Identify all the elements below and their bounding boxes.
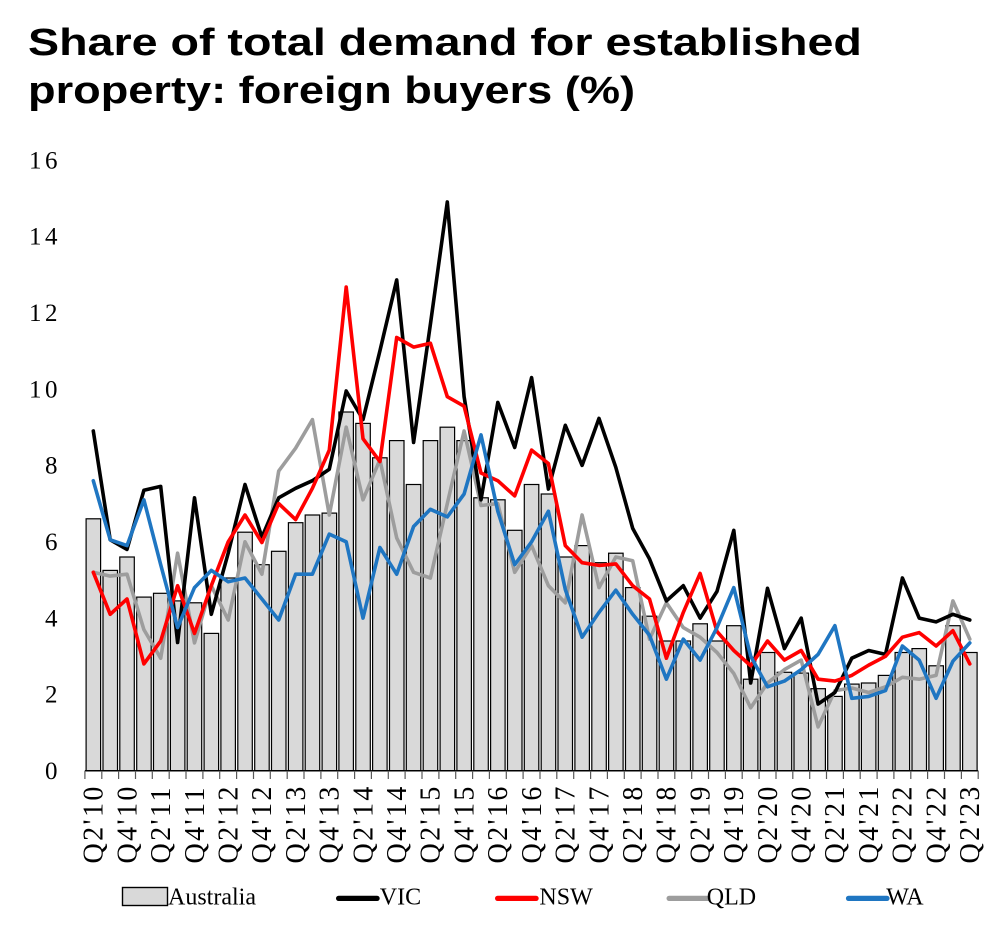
svg-text:Q2'12: Q2'12 bbox=[214, 784, 245, 863]
svg-text:4: 4 bbox=[45, 605, 61, 632]
svg-text:Q2'16: Q2'16 bbox=[483, 784, 514, 863]
svg-text:8: 8 bbox=[45, 453, 61, 480]
svg-text:Q4'18: Q4'18 bbox=[652, 784, 683, 863]
svg-text:WA: WA bbox=[886, 885, 924, 911]
svg-text:14: 14 bbox=[29, 224, 61, 251]
svg-text:Q4'19: Q4'19 bbox=[719, 784, 750, 863]
svg-text:Q4'14: Q4'14 bbox=[382, 784, 413, 863]
svg-text:6: 6 bbox=[45, 529, 61, 556]
svg-text:NSW: NSW bbox=[539, 885, 593, 911]
svg-text:2: 2 bbox=[45, 682, 61, 709]
svg-text:Q4'10: Q4'10 bbox=[112, 784, 143, 863]
svg-text:Q4'13: Q4'13 bbox=[315, 784, 346, 863]
svg-text:Q4'22: Q4'22 bbox=[921, 784, 952, 863]
svg-text:Q2'17: Q2'17 bbox=[551, 784, 582, 863]
svg-text:QLD: QLD bbox=[707, 885, 756, 911]
svg-text:Q4'21: Q4'21 bbox=[854, 784, 885, 863]
svg-text:Q2'15: Q2'15 bbox=[416, 784, 447, 863]
svg-text:Q4'20: Q4'20 bbox=[787, 784, 818, 863]
svg-text:Q2'22: Q2'22 bbox=[888, 784, 919, 863]
svg-text:Q4'16: Q4'16 bbox=[517, 784, 548, 863]
svg-text:Q2'13: Q2'13 bbox=[281, 784, 312, 863]
svg-text:Australia: Australia bbox=[168, 885, 256, 911]
svg-text:Q4'15: Q4'15 bbox=[449, 784, 480, 863]
svg-text:Q2'10: Q2'10 bbox=[79, 784, 110, 863]
svg-text:Q2'14: Q2'14 bbox=[348, 784, 379, 863]
svg-text:Q2'20: Q2'20 bbox=[753, 784, 784, 863]
svg-text:16: 16 bbox=[29, 147, 61, 174]
svg-text:Q2'19: Q2'19 bbox=[685, 784, 716, 863]
svg-text:0: 0 bbox=[45, 758, 61, 785]
svg-text:Q4'12: Q4'12 bbox=[247, 784, 278, 863]
svg-text:Q2'18: Q2'18 bbox=[618, 784, 649, 863]
svg-text:VIC: VIC bbox=[380, 885, 421, 911]
svg-text:Q2'11: Q2'11 bbox=[146, 785, 177, 863]
svg-text:Q2'21: Q2'21 bbox=[820, 784, 851, 863]
svg-text:10: 10 bbox=[29, 376, 61, 403]
svg-text:Q4'11: Q4'11 bbox=[180, 785, 211, 863]
svg-text:12: 12 bbox=[29, 300, 61, 327]
svg-text:Q4'17: Q4'17 bbox=[584, 784, 615, 863]
svg-text:Q2'23: Q2'23 bbox=[955, 784, 986, 863]
